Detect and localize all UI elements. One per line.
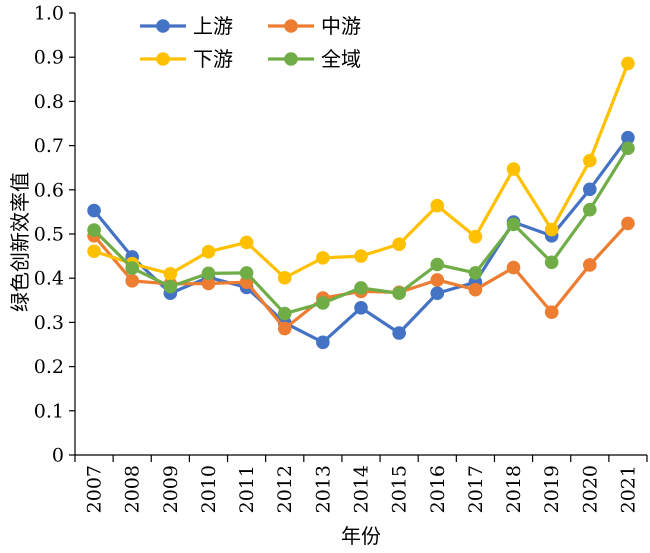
x-tick-label: 2020 <box>579 465 601 513</box>
data-point <box>621 130 635 145</box>
data-point <box>430 198 445 213</box>
y-tick-label: 0.4 <box>34 268 64 290</box>
data-point <box>277 306 292 321</box>
y-tick-label: 0.3 <box>34 312 64 334</box>
series-layer <box>87 56 635 350</box>
legend-label: 下游 <box>193 47 233 71</box>
y-tick-label: 0.8 <box>34 91 64 113</box>
data-point <box>87 203 101 218</box>
y-tick-label: 0.9 <box>34 47 64 69</box>
y-tick-label: 0 <box>52 445 64 467</box>
legend-item: 下游 <box>140 47 233 71</box>
data-point <box>239 235 254 250</box>
data-point <box>392 326 406 340</box>
data-point <box>125 261 139 275</box>
data-point <box>583 182 597 197</box>
data-point <box>277 270 292 285</box>
data-point <box>277 321 292 336</box>
data-point <box>354 281 368 295</box>
data-point <box>583 153 597 168</box>
x-tick-label: 2018 <box>503 465 525 513</box>
y-tick-label: 0.2 <box>34 356 64 378</box>
data-point <box>468 266 483 280</box>
legend-swatch-marker <box>156 19 170 33</box>
data-point <box>621 216 635 231</box>
data-point <box>354 301 368 315</box>
x-axis-title: 年份 <box>341 524 381 548</box>
legend-swatch-marker <box>156 52 170 66</box>
x-tick-label: 2007 <box>84 465 106 513</box>
x-tick-label: 2008 <box>122 465 144 513</box>
legend-label: 中游 <box>321 14 361 38</box>
data-point <box>239 266 254 280</box>
legend-label: 全域 <box>321 47 361 71</box>
data-point <box>87 223 101 237</box>
series-3 <box>87 56 635 285</box>
legend-swatch-marker <box>284 52 298 66</box>
y-axis-title: 绿色创新效率值 <box>8 172 32 312</box>
data-point <box>583 258 597 272</box>
data-point <box>430 273 445 287</box>
data-point <box>392 286 406 301</box>
data-point <box>163 279 178 294</box>
data-point <box>430 257 445 272</box>
data-point <box>468 229 483 244</box>
legend-item: 上游 <box>140 14 233 38</box>
x-tick-label: 2009 <box>160 465 182 513</box>
data-point <box>392 237 406 251</box>
data-point <box>316 251 330 265</box>
y-tick-label: 0.7 <box>34 135 64 157</box>
data-point <box>583 202 597 217</box>
data-point <box>468 282 483 297</box>
legend-item: 全域 <box>268 47 361 71</box>
data-point <box>316 296 330 310</box>
data-point <box>544 305 559 320</box>
legend-swatch-marker <box>284 19 298 33</box>
series-4 <box>87 141 635 321</box>
data-point <box>125 274 139 288</box>
x-tick-label: 2013 <box>312 465 334 513</box>
data-point <box>621 56 635 71</box>
series-line <box>93 62 630 280</box>
data-point <box>506 260 521 275</box>
data-point <box>354 249 368 263</box>
data-point <box>316 335 330 350</box>
x-tick-label: 2012 <box>274 465 296 513</box>
data-point <box>201 244 216 259</box>
x-tick-label: 2011 <box>236 465 258 513</box>
data-point <box>201 266 216 281</box>
data-point <box>544 222 559 237</box>
axes: 0 0.1 0.2 0.3 0.4 0.5 0.6 0.7 0.8 0.9 1.0 2007 2008 2… <box>34 3 648 513</box>
data-point <box>621 141 635 156</box>
y-tick-label: 0.5 <box>34 224 64 246</box>
legend-item: 中游 <box>268 14 361 38</box>
x-tick-label: 2014 <box>351 465 373 513</box>
data-point <box>87 244 101 259</box>
legend-label: 上游 <box>193 14 233 38</box>
data-point <box>201 276 216 291</box>
x-tick-label: 2019 <box>541 465 563 513</box>
y-tick-label: 0.6 <box>34 179 64 201</box>
data-point <box>506 217 521 232</box>
x-tick-label: 2021 <box>617 465 639 513</box>
y-tick-label: 0.1 <box>34 400 64 422</box>
data-point <box>544 255 559 270</box>
x-tick-label: 2010 <box>198 465 220 513</box>
x-tick-label: 2016 <box>427 465 449 513</box>
x-tick-label: 2015 <box>389 465 411 513</box>
data-point <box>430 286 445 301</box>
data-point <box>506 162 521 176</box>
x-tick-label: 2017 <box>465 465 487 513</box>
y-tick-label: 1.0 <box>34 3 64 25</box>
data-point <box>163 266 178 281</box>
